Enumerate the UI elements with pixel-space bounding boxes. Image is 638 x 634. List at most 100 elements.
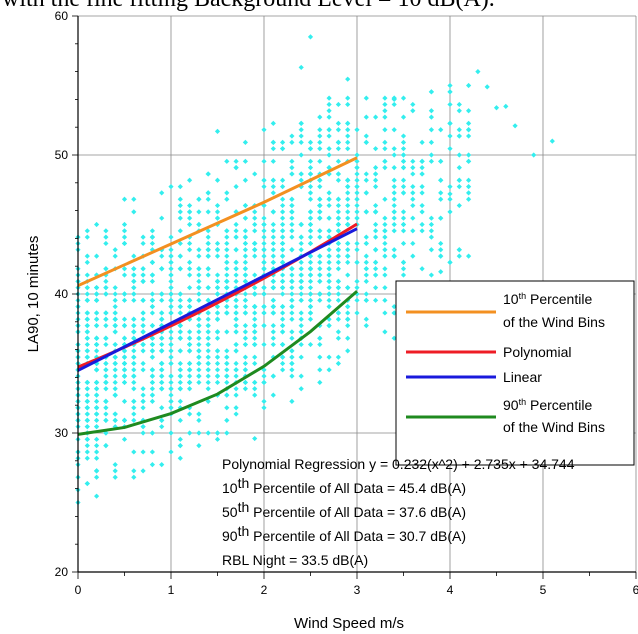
data-point (326, 190, 332, 196)
data-point (345, 240, 351, 247)
data-point (447, 82, 453, 89)
data-point (270, 247, 276, 253)
legend[interactable]: 10th Percentile of the Wind Bins Polynomia… (395, 280, 635, 466)
data-point (270, 228, 276, 234)
data-point (168, 253, 174, 259)
data-point (307, 253, 314, 259)
data-point (410, 171, 416, 177)
data-point (168, 379, 174, 386)
data-point (270, 183, 276, 190)
data-point (224, 405, 230, 411)
data-point (177, 291, 183, 297)
data-point (187, 386, 193, 392)
data-point (298, 278, 304, 284)
data-point (298, 127, 304, 133)
data-point (252, 247, 258, 253)
data-point (410, 183, 416, 190)
data-point (159, 310, 165, 316)
data-point (140, 310, 146, 316)
data-point (94, 443, 100, 449)
data-point (447, 209, 453, 215)
data-point (131, 335, 137, 341)
data-point (233, 411, 239, 417)
data-point (112, 474, 118, 480)
data-point (242, 297, 248, 303)
data-point (168, 373, 174, 379)
data-point (103, 443, 109, 449)
x-tick-label: 5 (540, 583, 547, 597)
data-point (84, 354, 90, 360)
data-point (317, 335, 323, 341)
data-point (391, 152, 397, 158)
data-point (84, 322, 90, 329)
data-point (335, 101, 341, 108)
data-point (159, 253, 165, 259)
data-point (382, 329, 388, 335)
data-point (261, 253, 267, 259)
data-point (140, 398, 146, 405)
legend-label: 10th Percentile (503, 291, 592, 307)
data-point (94, 316, 100, 322)
data-point (121, 316, 128, 322)
data-point (438, 215, 444, 221)
data-point (428, 89, 434, 95)
data-point (466, 133, 472, 139)
data-point (345, 316, 351, 322)
data-point (280, 228, 286, 234)
data-point (224, 354, 230, 360)
data-point (280, 202, 286, 209)
data-point (438, 269, 444, 275)
data-point (233, 183, 239, 190)
data-point (280, 322, 286, 329)
data-point (168, 405, 174, 411)
data-point (112, 316, 118, 322)
data-point (224, 247, 230, 253)
data-point (428, 139, 434, 145)
data-point (419, 183, 425, 190)
data-point (466, 183, 472, 190)
data-point (317, 354, 323, 360)
data-point (84, 234, 90, 240)
data-point (345, 139, 351, 145)
data-point (168, 259, 174, 266)
data-point (298, 310, 304, 316)
data-point (177, 360, 183, 367)
data-point (335, 285, 341, 291)
data-point (196, 329, 202, 335)
data-point (428, 152, 434, 158)
data-point (326, 95, 332, 101)
data-point (205, 386, 211, 392)
data-point (252, 240, 258, 247)
data-point (307, 221, 314, 228)
data-point (382, 146, 388, 152)
data-point (168, 341, 174, 348)
data-point (149, 341, 155, 348)
data-point (205, 335, 211, 341)
data-point (140, 392, 146, 398)
y-tick-label: 20 (55, 565, 69, 579)
data-point (400, 158, 407, 164)
data-point (168, 329, 174, 335)
data-point (121, 266, 128, 272)
data-point (121, 291, 128, 297)
data-point (345, 259, 351, 266)
data-point (438, 240, 444, 247)
data-point (159, 316, 165, 322)
data-point (252, 272, 258, 278)
data-point (354, 177, 360, 183)
data-point (456, 165, 462, 171)
data-point (270, 297, 276, 303)
data-point (168, 234, 174, 240)
annotation-text: 50th Percentile of All Data = 37.6 dB(A) (222, 499, 466, 520)
data-point (131, 297, 137, 303)
data-point (140, 367, 146, 373)
data-point (112, 386, 118, 392)
data-point (224, 266, 230, 272)
data-point (149, 278, 155, 284)
data-point (224, 392, 230, 398)
data-point (438, 253, 444, 259)
data-point (270, 259, 276, 266)
data-point (159, 341, 165, 348)
data-point (149, 354, 155, 360)
data-point (177, 228, 183, 234)
